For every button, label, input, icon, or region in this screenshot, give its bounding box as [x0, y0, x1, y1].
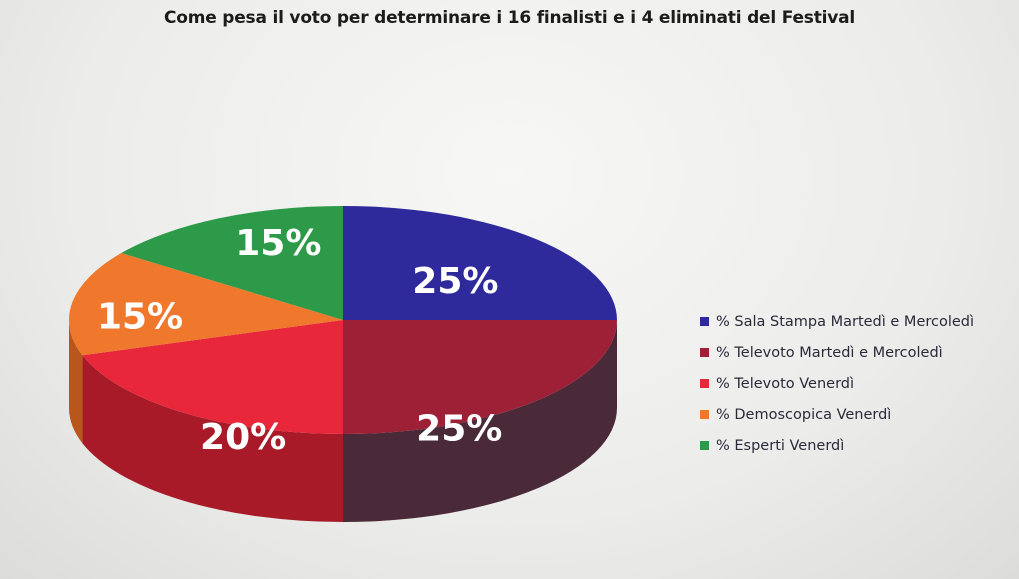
pie-slice-label: 15% [235, 223, 321, 264]
pie-slice [68, 252, 343, 356]
pie-slice-side [343, 320, 617, 522]
legend-swatch-icon [700, 379, 709, 388]
pie-slice-side [69, 320, 83, 444]
pie-slice [121, 206, 343, 320]
legend-item: % Sala Stampa Martedì e Mercoledì [700, 306, 1015, 337]
legend-swatch-icon [700, 441, 709, 450]
legend-label: % Esperti Venerdì [716, 437, 845, 454]
pie-tops [68, 206, 617, 434]
legend-label: % Demoscopica Venerdì [716, 406, 892, 423]
pie-slice [343, 206, 617, 320]
legend-item: % Televoto Martedì e Mercoledì [700, 337, 1015, 368]
legend-item: % Demoscopica Venerdì [700, 399, 1015, 430]
legend-label: % Televoto Venerdì [716, 375, 855, 392]
pie-slice-side [82, 355, 343, 522]
pie-slice [82, 320, 343, 434]
pie-sides [69, 320, 617, 522]
pie-slice-label: 15% [97, 297, 183, 338]
legend-label: % Sala Stampa Martedì e Mercoledì [716, 313, 975, 330]
chart-legend: % Sala Stampa Martedì e Mercoledì % Tele… [700, 306, 1015, 461]
chart-title: Come pesa il voto per determinare i 16 f… [163, 8, 856, 28]
legend-item: % Esperti Venerdì [700, 430, 1015, 461]
pie-slice-label: 25% [412, 261, 498, 302]
legend-swatch-icon [700, 348, 709, 357]
pie-slice-label: 20% [200, 417, 286, 458]
legend-swatch-icon [700, 317, 709, 326]
pie-slice [343, 320, 617, 434]
legend-swatch-icon [700, 410, 709, 419]
pie-labels: 25% 25% 20% 15% 15% [97, 223, 502, 458]
legend-label: % Televoto Martedì e Mercoledì [716, 344, 943, 361]
pie-slice-label: 25% [416, 408, 502, 449]
legend-item: % Televoto Venerdì [700, 368, 1015, 399]
